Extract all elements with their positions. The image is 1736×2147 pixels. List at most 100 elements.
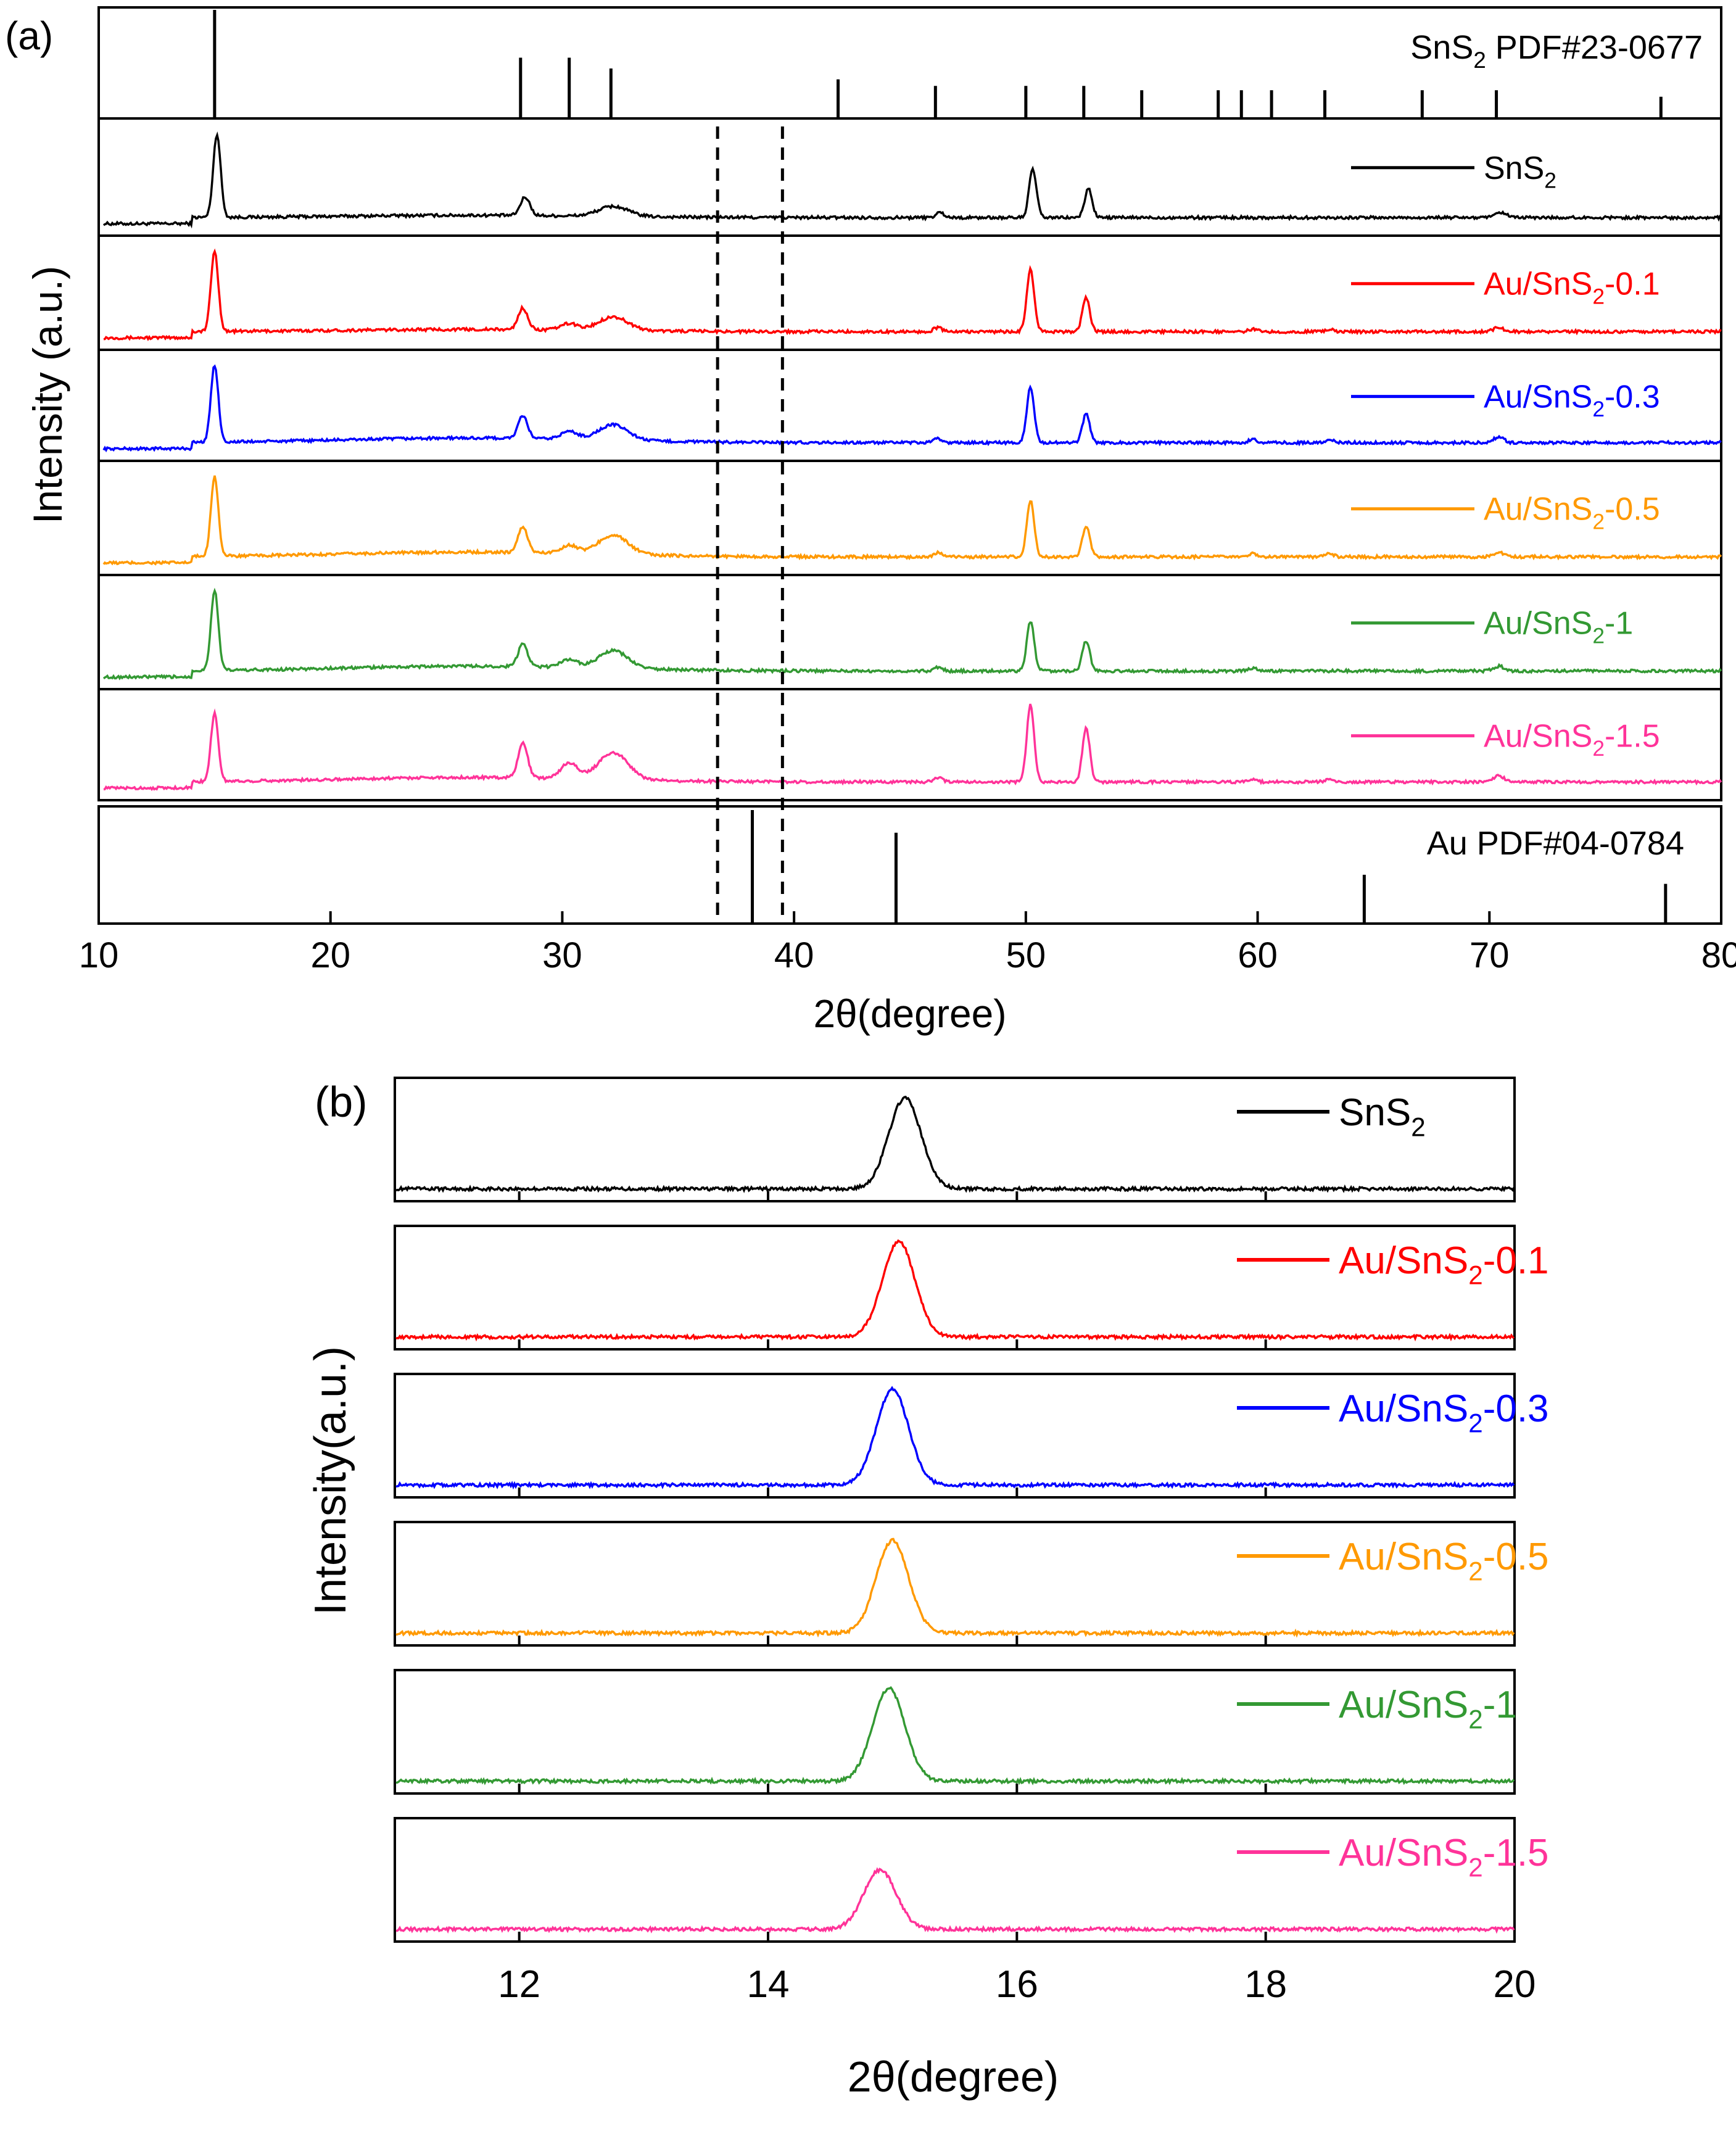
legend-label: SnS2 [1339,1091,1426,1141]
reference-au-label: Au PDF#04-0784 [1427,825,1684,862]
x-tick-label: 14 [747,1963,790,2006]
legend-label-subscript: 2 [1592,510,1605,534]
series-frame [394,1077,1516,1202]
legend-label-suffix: -0.5 [1605,492,1660,527]
x-tick-label: 40 [774,935,814,975]
series-trace [395,1867,1515,1934]
legend-label-name: Au/SnS [1484,606,1592,642]
legend-label-suffix: -1.5 [1605,719,1660,755]
legend-label-subscript: 2 [1544,168,1556,192]
legend-label-name: Au/SnS [1339,1388,1468,1430]
y-axis-title: Intensity(a.u.) [306,1346,355,1615]
legend-label: Au/SnS2-1.5 [1339,1832,1549,1882]
legend-label: Au/SnS2-1 [1484,606,1633,648]
series-frame [394,1225,1516,1351]
legend-label: Au/SnS2-1.5 [1484,719,1660,761]
series-trace [102,475,1722,566]
reference-snS2-label-suffix: PDF#23-0677 [1486,29,1703,66]
panel-label: (a) [5,14,53,58]
legend-label-subscript: 2 [1468,1260,1482,1289]
legend-label-name: Au/SnS [1484,267,1592,302]
y-axis-title: Intensity (a.u.) [25,266,70,524]
series-frame [97,688,1722,801]
legend-label-name: Au/SnS [1339,1536,1468,1578]
legend-label: Au/SnS2-1 [1339,1684,1517,1734]
legend-label-name: Au/SnS [1484,379,1592,415]
panel-b: SnS2Au/SnS2-0.1Au/SnS2-0.3Au/SnS2-0.5Au/… [306,1077,1549,2101]
reference-snS2-label-subscript: 2 [1473,48,1486,73]
series-trace [395,1095,1515,1193]
legend-label-name: Au/SnS [1484,492,1592,527]
legend-label-suffix: -1.5 [1483,1832,1549,1874]
series-trace [102,364,1722,453]
series-panel-b-3: Au/SnS2-0.5 [394,1521,1549,1647]
x-axis-title: 2θ(degree) [813,991,1006,1036]
x-tick-label: 12 [498,1963,540,2006]
legend-label-subscript: 2 [1468,1557,1482,1586]
legend-label-name: Au/SnS [1339,1684,1468,1726]
legend-label: Au/SnS2-0.5 [1484,492,1660,534]
x-tick-label: 20 [310,935,350,975]
x-tick-label: 50 [1006,935,1046,975]
series-panel-a-4: Au/SnS2-1 [97,574,1722,690]
legend-label-subscript: 2 [1468,1705,1482,1734]
x-tick-label: 80 [1701,935,1736,975]
series-panel-a-1: Au/SnS2-0.1 [97,234,1722,351]
series-panel-b-5: Au/SnS2-1.5 [394,1817,1549,1943]
series-panel-b-2: Au/SnS2-0.3 [394,1373,1549,1499]
legend-label-subscript: 2 [1592,737,1605,761]
series-trace [103,248,1722,342]
x-tick-label: 10 [79,935,119,975]
reference-au-frame [97,805,1722,925]
legend-label-name: Au/SnS [1339,1832,1468,1874]
series-panel-b-0: SnS2 [394,1077,1516,1202]
legend-label-subscript: 2 [1592,624,1605,648]
panel-label: (b) [315,1078,368,1126]
legend-label: Au/SnS2-0.3 [1484,379,1660,422]
legend-label-suffix: -0.1 [1483,1239,1549,1282]
series-panel-b-4: Au/SnS2-1 [394,1669,1517,1795]
series-trace [103,703,1722,792]
series-panel-a-2: Au/SnS2-0.3 [97,349,1722,462]
legend-label-suffix: -0.5 [1483,1536,1549,1578]
reference-snS2-label-name: SnS [1410,29,1473,66]
legend-label-suffix: -1 [1605,606,1633,642]
legend-label-suffix: -0.3 [1605,379,1660,415]
x-tick-label: 20 [1494,1963,1536,2006]
series-panel-a-0: SnS2 [97,117,1722,237]
legend-label-subscript: 2 [1468,1409,1482,1438]
x-tick-label: 70 [1469,935,1510,975]
series-frame [394,1817,1516,1943]
x-tick-label: 30 [542,935,582,975]
legend-label-suffix: -0.3 [1483,1388,1549,1430]
x-axis-title: 2θ(degree) [848,2053,1059,2101]
legend-label: Au/SnS2-0.1 [1484,267,1660,309]
series-frame [394,1521,1516,1647]
reference-snS2-label: SnS2 PDF#23-0677 [1410,29,1703,73]
legend-label-subscript: 2 [1468,1853,1482,1882]
legend-label-subscript: 2 [1411,1112,1425,1141]
series-trace [395,1537,1515,1638]
legend-label-name: SnS [1484,151,1544,186]
legend-label: Au/SnS2-0.5 [1339,1536,1549,1586]
x-tick-label: 60 [1238,935,1278,975]
legend-label-name: SnS [1339,1091,1411,1134]
legend-label-suffix: -0.1 [1605,267,1660,302]
series-trace [395,1686,1515,1785]
legend-label-suffix: -1 [1483,1684,1517,1726]
panel-a: SnS2 PDF#23-0677SnS2Au/SnS2-0.1Au/SnS2-0… [5,6,1736,1036]
legend-label: Au/SnS2-0.1 [1339,1239,1549,1289]
x-tick-label: 16 [996,1963,1038,2006]
legend-label-subscript: 2 [1592,284,1605,308]
legend-label-name: Au/SnS [1339,1239,1468,1282]
series-frame [394,1373,1516,1499]
series-trace [102,587,1722,681]
series-trace [395,1239,1515,1342]
legend-label: SnS2 [1484,151,1556,193]
series-frame [394,1669,1516,1795]
legend-label-subscript: 2 [1592,397,1605,421]
series-trace [102,131,1722,229]
series-panel-a-3: Au/SnS2-0.5 [97,460,1722,576]
x-tick-label: 18 [1244,1963,1287,2006]
